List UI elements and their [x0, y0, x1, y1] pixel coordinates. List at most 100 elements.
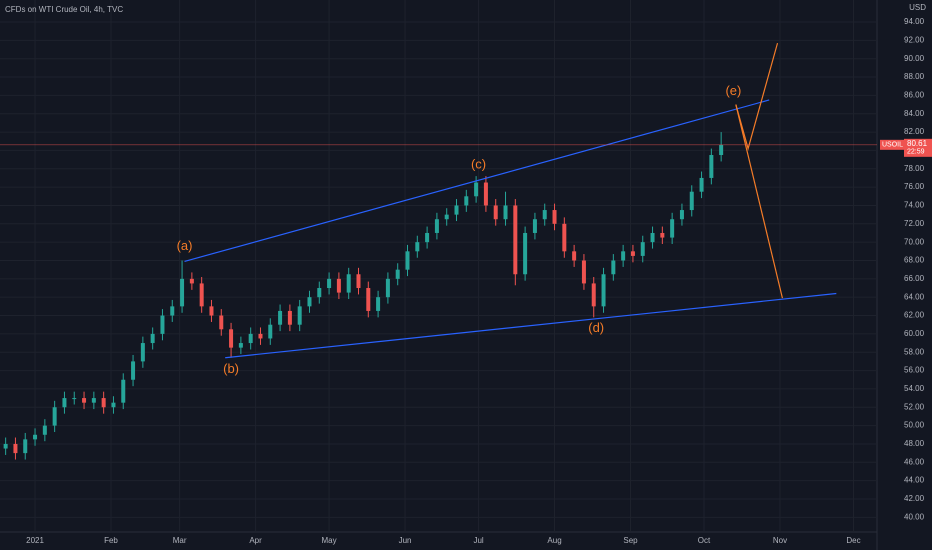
candle-body — [219, 315, 224, 330]
candle-body — [336, 278, 341, 293]
candle-body — [493, 205, 498, 220]
candle-body — [111, 402, 116, 408]
candle-body — [131, 361, 136, 380]
candle-body — [72, 398, 77, 400]
candle-body — [679, 210, 684, 220]
candle-body — [140, 343, 145, 362]
candle-body — [709, 155, 714, 178]
y-tick-label: 58.00 — [904, 347, 925, 356]
candle-body — [121, 379, 126, 403]
x-tick-label: Dec — [846, 536, 860, 545]
wave-line — [735, 104, 783, 299]
x-tick-label: Feb — [104, 536, 118, 545]
y-tick-label: 64.00 — [904, 292, 925, 301]
y-tick-label: 56.00 — [904, 366, 925, 375]
candle-body — [542, 210, 547, 220]
wave-label: (b) — [223, 361, 239, 376]
candle-body — [23, 439, 28, 454]
candle-body — [82, 398, 87, 403]
candle-body — [366, 288, 371, 311]
candle-body — [444, 214, 449, 220]
candle-body — [425, 232, 430, 243]
candle-body — [297, 306, 302, 325]
candle-body — [189, 278, 194, 284]
y-tick-label: 46.00 — [904, 457, 925, 466]
candle-body — [689, 191, 694, 211]
candle-body — [572, 251, 577, 261]
candle-body — [552, 210, 557, 224]
wave-label: (d) — [588, 320, 604, 335]
candle-body — [287, 310, 292, 325]
candle-body — [229, 329, 234, 348]
symbol-badge — [880, 139, 904, 150]
candle-body — [356, 274, 361, 289]
x-tick-label: Apr — [249, 536, 262, 545]
candle-body — [385, 278, 390, 298]
candle-body — [180, 278, 185, 307]
candle-body — [13, 443, 18, 454]
candle-body — [33, 434, 38, 440]
candle-body — [248, 333, 253, 344]
candle-body — [415, 242, 420, 252]
y-tick-label: 72.00 — [904, 219, 925, 228]
candle-body — [640, 242, 645, 256]
candle-body — [591, 283, 596, 307]
y-tick-label: 90.00 — [904, 54, 925, 63]
y-tick-label: 62.00 — [904, 311, 925, 320]
candle-body — [650, 232, 655, 243]
time-label: 22:59 — [907, 149, 925, 156]
x-tick-label: Nov — [773, 536, 787, 545]
y-tick-label: 94.00 — [904, 17, 925, 26]
candle-body — [621, 251, 626, 261]
candle-body — [3, 443, 8, 449]
candle-body — [170, 306, 175, 316]
candle-body — [513, 205, 518, 275]
candle-body — [503, 205, 508, 220]
candle-body — [42, 425, 47, 435]
candle-body — [376, 297, 381, 311]
symbol-label: USOIL — [882, 142, 903, 149]
candle-body — [278, 310, 283, 325]
candle-body — [209, 306, 214, 316]
y-tick-label: 50.00 — [904, 421, 925, 430]
y-tick-label: 48.00 — [904, 439, 925, 448]
candle-body — [483, 182, 488, 206]
currency: USD — [909, 3, 926, 12]
wave-label: (e) — [725, 83, 741, 98]
chart-title: CFDs on WTI Crude Oil, 4h, TVC — [5, 5, 123, 14]
x-tick-label: May — [322, 536, 337, 545]
candle-body — [532, 219, 537, 233]
trendline — [225, 292, 837, 359]
candle-body — [630, 251, 635, 256]
candle-body — [434, 219, 439, 233]
candle-body — [699, 177, 704, 192]
x-tick-label: Oct — [698, 536, 711, 545]
candle-body — [611, 260, 616, 275]
y-tick-label: 74.00 — [904, 201, 925, 210]
x-tick-label: Mar — [173, 536, 187, 545]
candle-body — [454, 205, 459, 215]
y-tick-label: 92.00 — [904, 35, 925, 44]
y-tick-label: 66.00 — [904, 274, 925, 283]
wave-label: (a) — [177, 238, 193, 253]
candle-body — [395, 269, 400, 279]
y-tick-label: 82.00 — [904, 127, 925, 136]
price-badge — [904, 138, 932, 157]
candle-body — [307, 297, 312, 307]
candle-body — [660, 232, 665, 238]
x-tick-label: Aug — [547, 536, 561, 545]
candle-body — [719, 144, 724, 156]
candle-body — [62, 398, 67, 408]
candle-body — [150, 333, 155, 344]
candle-body — [52, 407, 57, 426]
candle-body — [199, 283, 204, 307]
candle-body — [258, 333, 263, 339]
price-axis — [877, 0, 932, 550]
trendline — [184, 99, 770, 262]
candle-body — [601, 274, 606, 307]
y-tick-label: 76.00 — [904, 182, 925, 191]
wave-label: (c) — [471, 157, 486, 172]
candle-body — [562, 223, 567, 252]
